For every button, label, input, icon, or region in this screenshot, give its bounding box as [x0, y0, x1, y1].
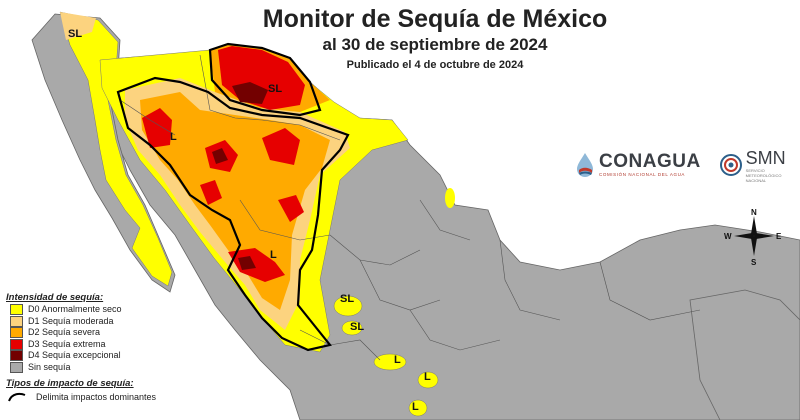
sinaloa-d3	[228, 248, 285, 282]
water-drop-icon	[577, 153, 593, 177]
conagua-logo: CONAGUA COMISIÓN NACIONAL DEL AGUA	[574, 152, 701, 178]
label-l-center-2: L	[424, 371, 431, 383]
legend-label: D3 Sequía extrema	[28, 338, 106, 349]
legend-label: Sin sequía	[28, 361, 71, 372]
legend-swatch-d2	[10, 327, 23, 339]
legend-item-none: Sin sequía	[6, 361, 176, 374]
smn-name: SMN	[745, 147, 786, 168]
legend-swatch-d3	[10, 338, 23, 350]
conagua-name: CONAGUA	[599, 151, 701, 172]
map-title: Monitor de Sequía de México	[262, 5, 608, 33]
legend-item-d2: D2 Sequía severa	[6, 327, 176, 339]
label-sl-baja: SL	[68, 28, 82, 40]
legend-swatch-d1	[10, 315, 23, 327]
impact-legend-title: Tipos de impacto de sequía:	[6, 378, 134, 389]
publish-date: Publicado el 4 de octubre de 2024	[346, 59, 524, 71]
center-d0-a	[333, 295, 363, 317]
central-d3-b	[262, 128, 300, 165]
baja-nw-d1	[60, 12, 96, 40]
state-boundaries	[119, 54, 701, 361]
legend-label: D0 Anormalmente seco	[28, 304, 122, 315]
label-l-center-3: L	[412, 401, 419, 413]
compass-rose-icon: N S W E	[724, 208, 782, 266]
compass-e: E	[776, 232, 782, 241]
sinaloa-d4	[238, 256, 256, 270]
label-sl-chihuahua: SL	[268, 83, 282, 95]
legend-label: D1 Sequía moderada	[28, 315, 114, 326]
legend-swatch-d4	[10, 350, 23, 362]
conagua-subtitle: COMISIÓN NACIONAL DEL AGUA	[599, 172, 686, 177]
label-l-sinaloa: L	[270, 249, 277, 261]
compass-n: N	[751, 208, 757, 217]
impact-boundaries	[116, 42, 350, 352]
sonora-d3	[142, 108, 172, 148]
agency-logos: CONAGUA COMISIÓN NACIONAL DEL AGUA SMN S…	[574, 143, 786, 187]
legend-title: Intensidad de sequía:	[6, 292, 104, 303]
boundary-line-icon	[8, 392, 26, 402]
central-d4	[212, 148, 228, 164]
impact-label: Delimita impactos dominantes	[36, 391, 157, 402]
legend-item-d3: D3 Sequía extrema	[6, 338, 176, 351]
legend-label: D2 Sequía severa	[28, 327, 101, 338]
yucatan	[689, 289, 800, 420]
title-block: Monitor de Sequía de México al 30 de sep…	[200, 4, 670, 74]
legend-label: D4 Sequía excepcional	[28, 350, 121, 361]
gulf-d0	[445, 188, 455, 208]
spiral-icon	[719, 154, 742, 176]
label-sl-center-2: SL	[350, 321, 364, 333]
center-d0-d	[417, 371, 439, 389]
legend-item-d4: D4 Sequía excepcional	[6, 350, 176, 362]
impact-legend-item: Delimita impactos dominantes	[6, 390, 176, 404]
label-l-center: L	[394, 354, 401, 366]
legend-swatch-none	[10, 361, 23, 373]
label-sl-center: SL	[340, 293, 354, 305]
legend-swatch-d0	[10, 304, 23, 316]
center-d0-e	[408, 399, 428, 417]
legend: Intensidad de sequía: D0 Anormalmente se…	[6, 291, 176, 404]
center-d0-b	[341, 320, 363, 336]
central-d3-c	[200, 180, 222, 205]
legend-item-d1: D1 Sequía moderada	[6, 315, 176, 328]
smn-logo: SMN SERVICIO METEOROLÓGICO NACIONAL	[719, 148, 790, 183]
center-d0-c	[373, 353, 407, 371]
compass-w: W	[724, 232, 732, 241]
central-d3-d	[278, 195, 304, 222]
legend-item-d0: D0 Anormalmente seco	[6, 304, 176, 316]
smn-subtitle: SERVICIO METEOROLÓGICO NACIONAL	[745, 167, 782, 183]
map-subtitle: al 30 de septiembre de 2024	[322, 35, 548, 54]
chihuahua-d4	[232, 82, 268, 104]
label-l-sonora: L	[170, 131, 177, 143]
compass-s: S	[751, 258, 757, 266]
